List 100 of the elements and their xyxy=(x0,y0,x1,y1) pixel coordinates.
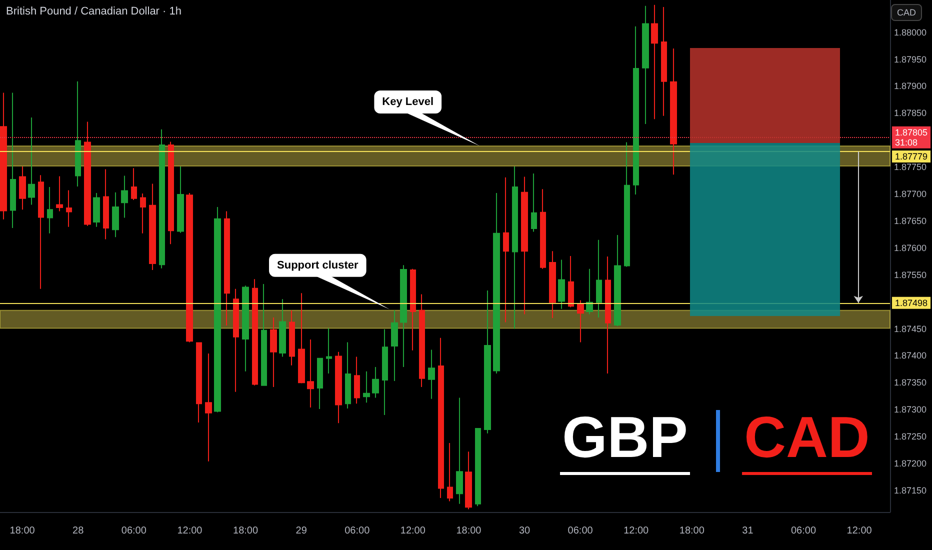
candlestick xyxy=(382,328,388,416)
x-tick-label: 12:00 xyxy=(177,526,203,536)
annotation: Support cluster xyxy=(277,259,360,272)
candlestick xyxy=(93,192,100,228)
annotation: GBP xyxy=(560,405,690,475)
y-tick-label: 1.87700 xyxy=(894,189,927,200)
candlestick xyxy=(605,256,611,374)
candlestick xyxy=(214,206,221,413)
candlestick xyxy=(633,26,639,196)
candlestick xyxy=(465,451,472,510)
candlestick xyxy=(298,292,305,384)
x-tick-label: 28 xyxy=(72,526,84,536)
candlestick xyxy=(112,192,119,238)
candlestick xyxy=(28,116,35,206)
ref-line-label: 1.87498 xyxy=(895,298,928,308)
y-axis-title: CAD xyxy=(742,405,872,475)
candlestick xyxy=(614,234,621,327)
candlestick xyxy=(586,268,593,315)
candlestick xyxy=(159,128,165,269)
candlestick xyxy=(121,175,128,218)
y-tick-label: 1.87250 xyxy=(894,432,927,442)
candlestick xyxy=(279,298,286,358)
ref-line-label: 1.87779 xyxy=(895,151,928,162)
y-tick-label: 1.87150 xyxy=(894,485,927,496)
x-tick-label: 18:00 xyxy=(456,526,482,536)
candlestick xyxy=(428,349,435,400)
x-tick-label: 06:00 xyxy=(344,526,370,536)
candlestick xyxy=(549,250,556,318)
candlestick xyxy=(419,294,425,388)
candlestick xyxy=(484,290,491,434)
x-tick-label: 06:00 xyxy=(568,526,594,536)
candlestick xyxy=(363,370,370,404)
x-tick-label: 18:00 xyxy=(233,526,258,536)
y-tick-label: 1.87200 xyxy=(894,458,927,468)
candlestick xyxy=(354,356,360,404)
candlestick xyxy=(372,366,379,398)
candlestick xyxy=(84,121,91,226)
y-tick-label: 1.87600 xyxy=(894,242,927,253)
y-tick-label: 1.87850 xyxy=(894,108,927,118)
candlestick xyxy=(391,310,398,382)
candlestick xyxy=(19,166,26,210)
x-tick-label: 30 xyxy=(518,526,531,536)
y-tick-label: 1.87950 xyxy=(894,54,927,64)
candlestick xyxy=(521,176,528,315)
y-tick-label: 1.87450 xyxy=(894,324,927,334)
candlestick xyxy=(568,256,574,308)
x-tick-label: 29 xyxy=(296,526,308,536)
candlestick xyxy=(140,192,146,234)
candlestick xyxy=(38,174,44,290)
candlestick xyxy=(503,176,509,323)
candlestick xyxy=(224,210,230,326)
candlestick xyxy=(0,92,7,220)
candlestick xyxy=(103,168,109,240)
candlestick xyxy=(642,5,649,124)
candlestick xyxy=(196,342,202,424)
text: British Pound / Canadian Dollar · 1h xyxy=(6,6,182,18)
candlestick xyxy=(540,188,546,270)
candlestick xyxy=(10,92,16,228)
candlestick xyxy=(186,192,193,343)
y-tick-label: 1.87550 xyxy=(894,270,927,280)
x-tick-label: 18:00 xyxy=(10,526,36,536)
candlestick xyxy=(670,48,677,176)
x-tick-label: 18:00 xyxy=(679,526,705,536)
y-tick-label: 1.87650 xyxy=(894,216,927,226)
x-tick-label: 12:00 xyxy=(400,526,426,536)
candlestick xyxy=(661,6,667,116)
candlestick xyxy=(131,168,137,200)
y-tick-label: 1.87350 xyxy=(894,378,927,388)
x-tick-label: 12:00 xyxy=(624,526,650,536)
ref-line-label: 1.87805 31:08 xyxy=(895,127,928,148)
candlestick xyxy=(475,428,481,507)
x-tick-label: 06:00 xyxy=(121,526,147,536)
candlestick xyxy=(270,316,277,388)
candlestick xyxy=(577,300,584,343)
candlestick xyxy=(75,80,81,187)
candlestick xyxy=(624,142,630,268)
candlestick xyxy=(512,166,518,330)
candlestick xyxy=(252,278,258,386)
candlestick xyxy=(289,310,295,366)
text: CAD xyxy=(897,8,916,18)
candlestick xyxy=(345,342,351,410)
candlestick xyxy=(596,239,602,318)
candlestick xyxy=(326,328,332,374)
candlestick xyxy=(493,192,500,374)
candlestick xyxy=(261,284,267,386)
candlestick xyxy=(410,268,416,351)
candlestick xyxy=(335,351,342,424)
candlestick xyxy=(66,190,72,228)
annotation: Key Level xyxy=(382,96,434,108)
candlestick xyxy=(307,339,314,408)
candlestick xyxy=(242,285,249,372)
x-tick-label: 06:00 xyxy=(790,526,816,536)
candlestick xyxy=(531,173,537,232)
x-tick-label: 31 xyxy=(742,526,754,536)
candlestick xyxy=(651,4,658,120)
y-tick-label: 1.88000 xyxy=(894,27,927,38)
candlestick xyxy=(447,442,453,502)
candlestick xyxy=(177,166,184,234)
y-tick-label: 1.87300 xyxy=(894,404,927,415)
candlestick xyxy=(149,183,156,271)
